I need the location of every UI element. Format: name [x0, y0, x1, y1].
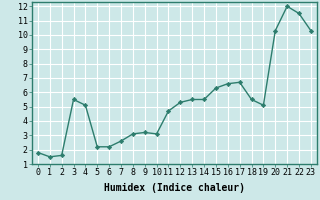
X-axis label: Humidex (Indice chaleur): Humidex (Indice chaleur) — [104, 183, 245, 193]
